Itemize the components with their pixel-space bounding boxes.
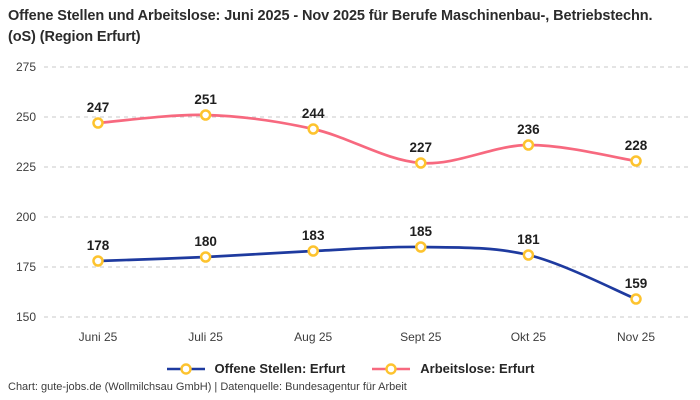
legend-line-marker-icon: [166, 362, 205, 375]
data-point-marker[interactable]: [415, 241, 427, 253]
data-point-marker[interactable]: [522, 139, 535, 151]
series-line-Arbeitslose: Erfurt: [96, 113, 638, 165]
data-point-label: 247: [87, 100, 110, 115]
data-point-marker[interactable]: [199, 251, 212, 263]
data-point-marker[interactable]: [415, 157, 427, 169]
data-point-marker[interactable]: [92, 117, 104, 129]
attribution-text: Chart: gute-jobs.de (Wollmilchsau GmbH) …: [8, 381, 407, 393]
data-point-label: 228: [625, 138, 648, 153]
data-point-marker[interactable]: [92, 255, 104, 267]
legend-line-marker-icon: [372, 362, 411, 375]
data-point-label: 178: [87, 238, 110, 253]
data-point-marker[interactable]: [630, 293, 642, 305]
data-point-label: 227: [410, 140, 433, 155]
y-tick-label-250: 250: [16, 110, 36, 124]
legend-item-arbeitslose[interactable]: Arbeitslose: Erfurt: [371, 361, 534, 376]
y-tick-label-200: 200: [16, 210, 36, 224]
x-tick-label-3: Aug 25: [294, 330, 332, 344]
y-tick-label-150: 150: [16, 310, 36, 324]
legend-label-arbeitslose: Arbeitslose: Erfurt: [420, 361, 535, 376]
x-tick-label-6: Nov 25: [617, 330, 655, 344]
data-point-marker[interactable]: [522, 249, 535, 261]
data-point-label: 185: [410, 224, 433, 239]
legend-label-offene-stellen: Offene Stellen: Erfurt: [214, 361, 346, 376]
data-point-label: 183: [302, 228, 325, 243]
data-point-label: 236: [517, 122, 540, 137]
data-point-label: 244: [302, 106, 325, 121]
data-point-marker[interactable]: [307, 245, 319, 257]
x-tick-label-4: Sept 25: [400, 330, 442, 344]
x-tick-label-1: Juni 25: [79, 330, 118, 344]
chart-title: Offene Stellen und Arbeitslose: Juni 202…: [8, 8, 653, 46]
y-tick-label-225: 225: [16, 160, 36, 174]
x-tick-label-2: Juli 25: [188, 330, 223, 344]
data-point-label: 180: [194, 234, 217, 249]
data-point-label: 181: [517, 232, 540, 247]
y-tick-label-175: 175: [16, 260, 36, 274]
x-tick-label-5: Okt 25: [511, 330, 547, 344]
series-line-Offene Stellen: Erfurt: [96, 245, 638, 301]
data-point-marker[interactable]: [199, 109, 212, 121]
data-point-marker[interactable]: [307, 123, 319, 135]
data-point-marker[interactable]: [630, 155, 642, 167]
y-tick-label-275: 275: [16, 60, 36, 74]
legend: Offene Stellen: Erfurt Arbeitslose: Erfu…: [0, 361, 700, 376]
data-point-label: 251: [194, 92, 217, 107]
data-point-label: 159: [625, 276, 648, 291]
legend-item-offene-stellen[interactable]: Offene Stellen: Erfurt: [166, 361, 346, 376]
